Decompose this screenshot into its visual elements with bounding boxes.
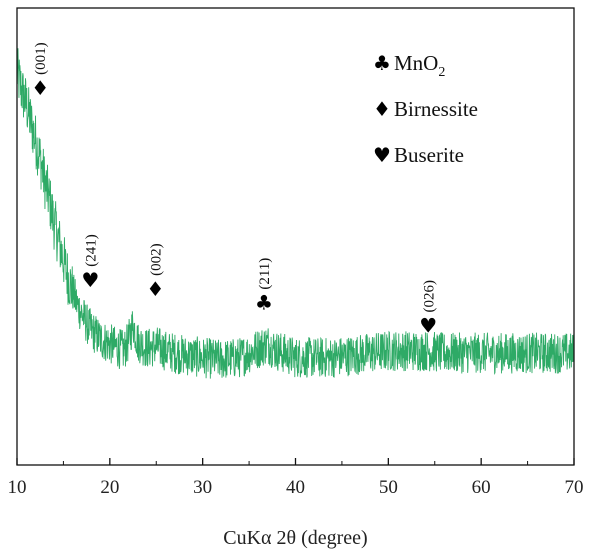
axes-layer: 10 20 30 40 50 60 70 [8, 7, 584, 498]
legend-label: Birnessite [394, 97, 478, 121]
x-tick-label: 60 [472, 477, 491, 498]
legend-label: MnO2 [394, 51, 445, 80]
peak-annotations: ♦(001)♥(241)♦(002)♣(211)♥(026) [31, 42, 437, 337]
legend-symbol: ♦ [373, 97, 391, 121]
peak-label: (211) [257, 258, 273, 290]
peak-label: (001) [33, 42, 49, 74]
legend-symbol: ♥ [373, 143, 391, 167]
x-tick-label: 30 [193, 477, 212, 498]
x-tick-label: 50 [379, 477, 398, 498]
peak-label: (002) [148, 243, 164, 276]
peak-marker: ♥ [419, 313, 437, 337]
x-tick-label: 40 [286, 477, 305, 498]
x-tick-label: 70 [565, 477, 584, 498]
peak-label: (241) [83, 234, 99, 267]
peak-label: (026) [421, 280, 437, 313]
plot-frame [16, 7, 575, 466]
legend-symbol: ♣ [373, 51, 391, 75]
peak-marker: ♦ [146, 277, 164, 301]
legend: ♣ MnO2♦ Birnessite♥ Buserite [373, 51, 478, 167]
legend-label: Buserite [394, 143, 464, 167]
series-line [16, 48, 575, 379]
x-tick-label: 20 [100, 477, 119, 498]
peak-marker: ♦ [31, 76, 49, 100]
peak-marker: ♥ [81, 268, 99, 292]
x-axis-title: CuKα 2θ (degree) [223, 527, 367, 549]
peak-marker: ♣ [255, 291, 273, 315]
x-tick-label: 10 [8, 477, 27, 498]
series-layer [16, 48, 575, 379]
